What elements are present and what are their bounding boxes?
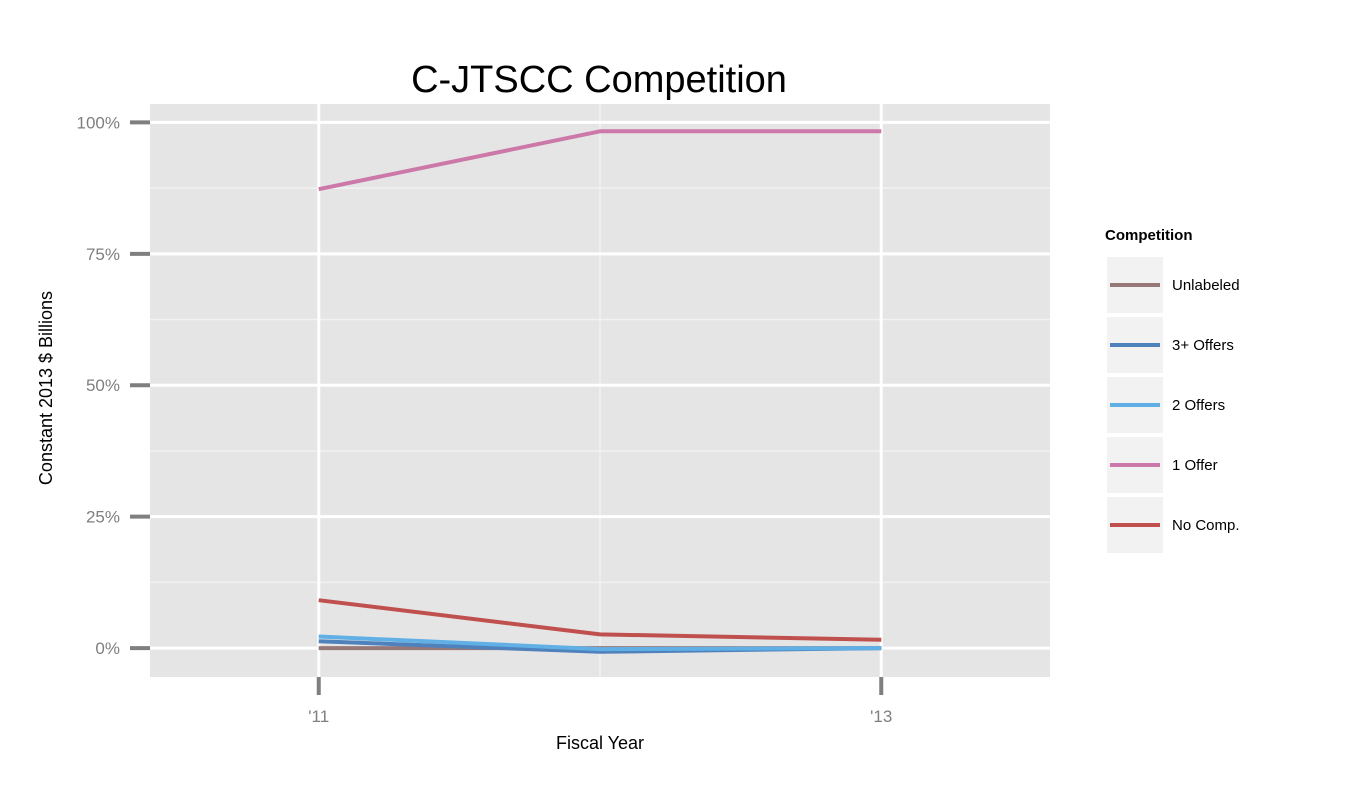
legend: Competition Unlabeled 3+ Offers 2 Offers 1 … [1105,227,1240,553]
legend-title: Competition [1105,227,1193,244]
axis-tick-labels: 0% 25% 50% 75% 100% '11 '13 [77,113,893,726]
x-tick-label: '13 [870,707,892,726]
y-tick-label: 50% [86,376,120,395]
legend-label: Unlabeled [1172,277,1240,294]
y-tick-label: 100% [77,113,120,132]
series-line-1-offer [318,129,882,192]
series-line-no-comp [318,598,882,642]
y-tick-label: 0% [95,639,120,658]
legend-label: 1 Offer [1172,457,1218,474]
x-axis-title: Fiscal Year [556,733,644,753]
axis-ticks [130,120,884,695]
legend-label: No Comp. [1172,517,1240,534]
y-tick-label: 25% [86,508,120,527]
series-lines [318,129,882,654]
y-axis-title: Constant 2013 $ Billions [36,291,56,485]
legend-items: Unlabeled 3+ Offers 2 Offers 1 Offer No Comp… [1107,257,1240,553]
y-tick-label: 75% [86,245,120,264]
series-line-2-offers [318,634,882,652]
grid-minor-lines [150,104,1050,677]
x-tick-label: '11 [308,707,329,726]
legend-label: 2 Offers [1172,397,1225,414]
chart-title: C-JTSCC Competition [411,59,787,101]
legend-label: 3+ Offers [1172,337,1234,354]
